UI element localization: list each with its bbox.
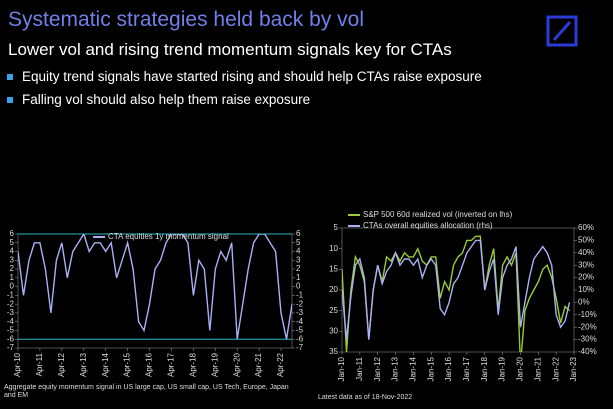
x-tick-label: Apr-22 [276,352,285,377]
series-line [18,234,292,340]
y-tick-label: -3 [7,308,15,317]
y-tick-label: 35 [329,347,338,356]
x-tick-label: Jan-14 [408,356,417,381]
y2-tick-label: 50% [578,236,594,245]
legend-label: CTA equities 1y momentum signal [108,232,229,241]
x-tick-label: Jan-17 [462,356,471,381]
x-tick-label: Apr-17 [167,352,176,377]
y-tick-label: 0 [10,282,15,291]
x-tick-label: Apr-20 [232,352,241,377]
slide-title: Systematic strategies held back by vol [8,8,364,31]
series-line [342,235,570,352]
slide-subtitle: Lower vol and rising trend momentum sign… [8,40,452,59]
y2-tick-label: -7 [296,343,304,352]
x-tick-label: Apr-11 [35,352,44,376]
y-tick-label: 2 [10,264,15,273]
y-tick-label: 5 [10,238,15,247]
x-tick-label: Jan-11 [355,356,364,380]
x-tick-label: Apr-12 [57,352,66,377]
y-tick-label: 30 [329,326,338,335]
y-tick-label: 3 [10,255,15,264]
x-tick-label: Jan-15 [426,356,435,381]
x-tick-label: Jan-18 [480,356,489,381]
x-tick-label: Jan-20 [516,356,525,381]
y2-tick-label: -40% [578,347,597,356]
y2-tick-label: -4 [296,317,304,326]
x-tick-label: Apr-10 [13,352,22,377]
y-tick-label: -5 [7,326,15,335]
x-tick-label: Jan-23 [569,356,578,381]
y2-tick-label: 1 [296,273,301,282]
y2-tick-label: 5 [296,238,301,247]
legend-label: CTAs overall equities allocation (rhs) [363,221,493,230]
y-tick-label: 10 [329,244,338,253]
x-tick-label: Jan-21 [533,356,542,381]
y-tick-label: -1 [7,290,15,299]
y2-tick-label: 20% [578,273,594,282]
x-tick-label: Jan-19 [498,356,507,381]
chart-note: Latest data as of 18-Nov-2022 [318,394,413,401]
y-tick-label: 1 [10,273,15,282]
x-tick-label: Apr-18 [188,352,197,377]
x-tick-label: Apr-13 [79,352,88,377]
y-tick-label: 5 [334,223,339,232]
x-tick-label: Jan-16 [444,356,453,381]
y-tick-label: 15 [329,264,338,273]
x-tick-label: Apr-15 [123,352,132,377]
y2-tick-label: -2 [296,299,304,308]
y-tick-label: 20 [329,285,338,294]
y2-tick-label: 60% [578,223,594,232]
y2-tick-label: 10% [578,285,594,294]
y2-tick-label: 0% [578,298,590,307]
chart-note: Aggregate equity momentum signal in US l… [4,384,289,399]
x-tick-label: Jan-13 [391,356,400,381]
y-tick-label: -7 [7,343,15,352]
x-tick-label: Apr-21 [254,352,263,377]
plot-frame [341,227,575,353]
x-tick-label: Jan-22 [551,356,560,381]
y2-tick-label: 4 [296,247,301,256]
y2-tick-label: -20% [578,322,597,331]
y-tick-label: 25 [329,306,338,315]
y2-tick-label: -10% [578,310,597,319]
x-tick-label: Apr-19 [210,352,219,377]
bullet: Falling vol should also help them raise … [6,92,311,107]
bullet: Equity trend signals have started rising… [7,69,482,84]
y-tick-label: -2 [7,299,15,308]
y-tick-label: 4 [10,247,15,256]
series-line [342,239,571,340]
x-tick-label: Jan-12 [373,356,382,381]
y-tick-label: -6 [7,334,15,343]
y2-tick-label: 40% [578,248,594,257]
y-tick-label: 6 [10,229,15,238]
y2-tick-label: -1 [296,290,304,299]
x-tick-label: Jan-10 [337,356,346,381]
y2-tick-label: -5 [296,326,304,335]
y2-tick-label: 3 [296,255,301,264]
y2-tick-label: 6 [296,229,301,238]
y2-tick-label: 0 [296,282,301,291]
legend-label: S&P 500 60d realized vol (inverted on lh… [363,210,513,219]
x-tick-label: Apr-16 [145,352,154,377]
y2-tick-label: 2 [296,264,301,273]
y2-tick-label: 30% [578,260,594,269]
logo [546,15,578,47]
y2-tick-label: -6 [296,334,304,343]
x-tick-label: Apr-14 [101,352,110,377]
y2-tick-label: -30% [578,335,597,344]
y-tick-label: -4 [7,317,15,326]
y2-tick-label: -3 [296,308,304,317]
